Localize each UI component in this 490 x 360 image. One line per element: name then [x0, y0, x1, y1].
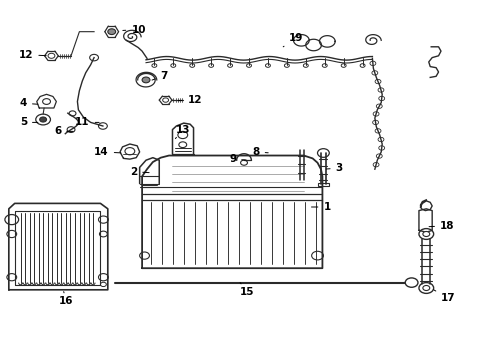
Text: 6: 6 — [54, 126, 73, 136]
Circle shape — [108, 29, 116, 35]
Text: 16: 16 — [59, 292, 74, 306]
Text: 14: 14 — [94, 147, 121, 157]
Text: 11: 11 — [75, 117, 99, 127]
Text: 9: 9 — [229, 154, 246, 164]
Circle shape — [405, 278, 418, 287]
Text: 1: 1 — [312, 202, 331, 212]
Text: 2: 2 — [130, 167, 149, 177]
Text: 10: 10 — [123, 24, 146, 35]
Circle shape — [423, 231, 430, 237]
Text: 17: 17 — [434, 290, 456, 303]
Text: 12: 12 — [19, 50, 46, 60]
Circle shape — [40, 117, 47, 122]
Text: 12: 12 — [178, 95, 202, 105]
Text: 4: 4 — [20, 98, 38, 108]
Text: 5: 5 — [20, 117, 38, 127]
Text: 19: 19 — [283, 33, 303, 47]
Text: 8: 8 — [252, 147, 268, 157]
Text: 3: 3 — [326, 163, 343, 173]
Text: 13: 13 — [175, 125, 190, 139]
Text: 18: 18 — [429, 221, 455, 231]
Text: 15: 15 — [240, 283, 255, 297]
Circle shape — [142, 77, 150, 83]
Text: 7: 7 — [152, 71, 168, 81]
